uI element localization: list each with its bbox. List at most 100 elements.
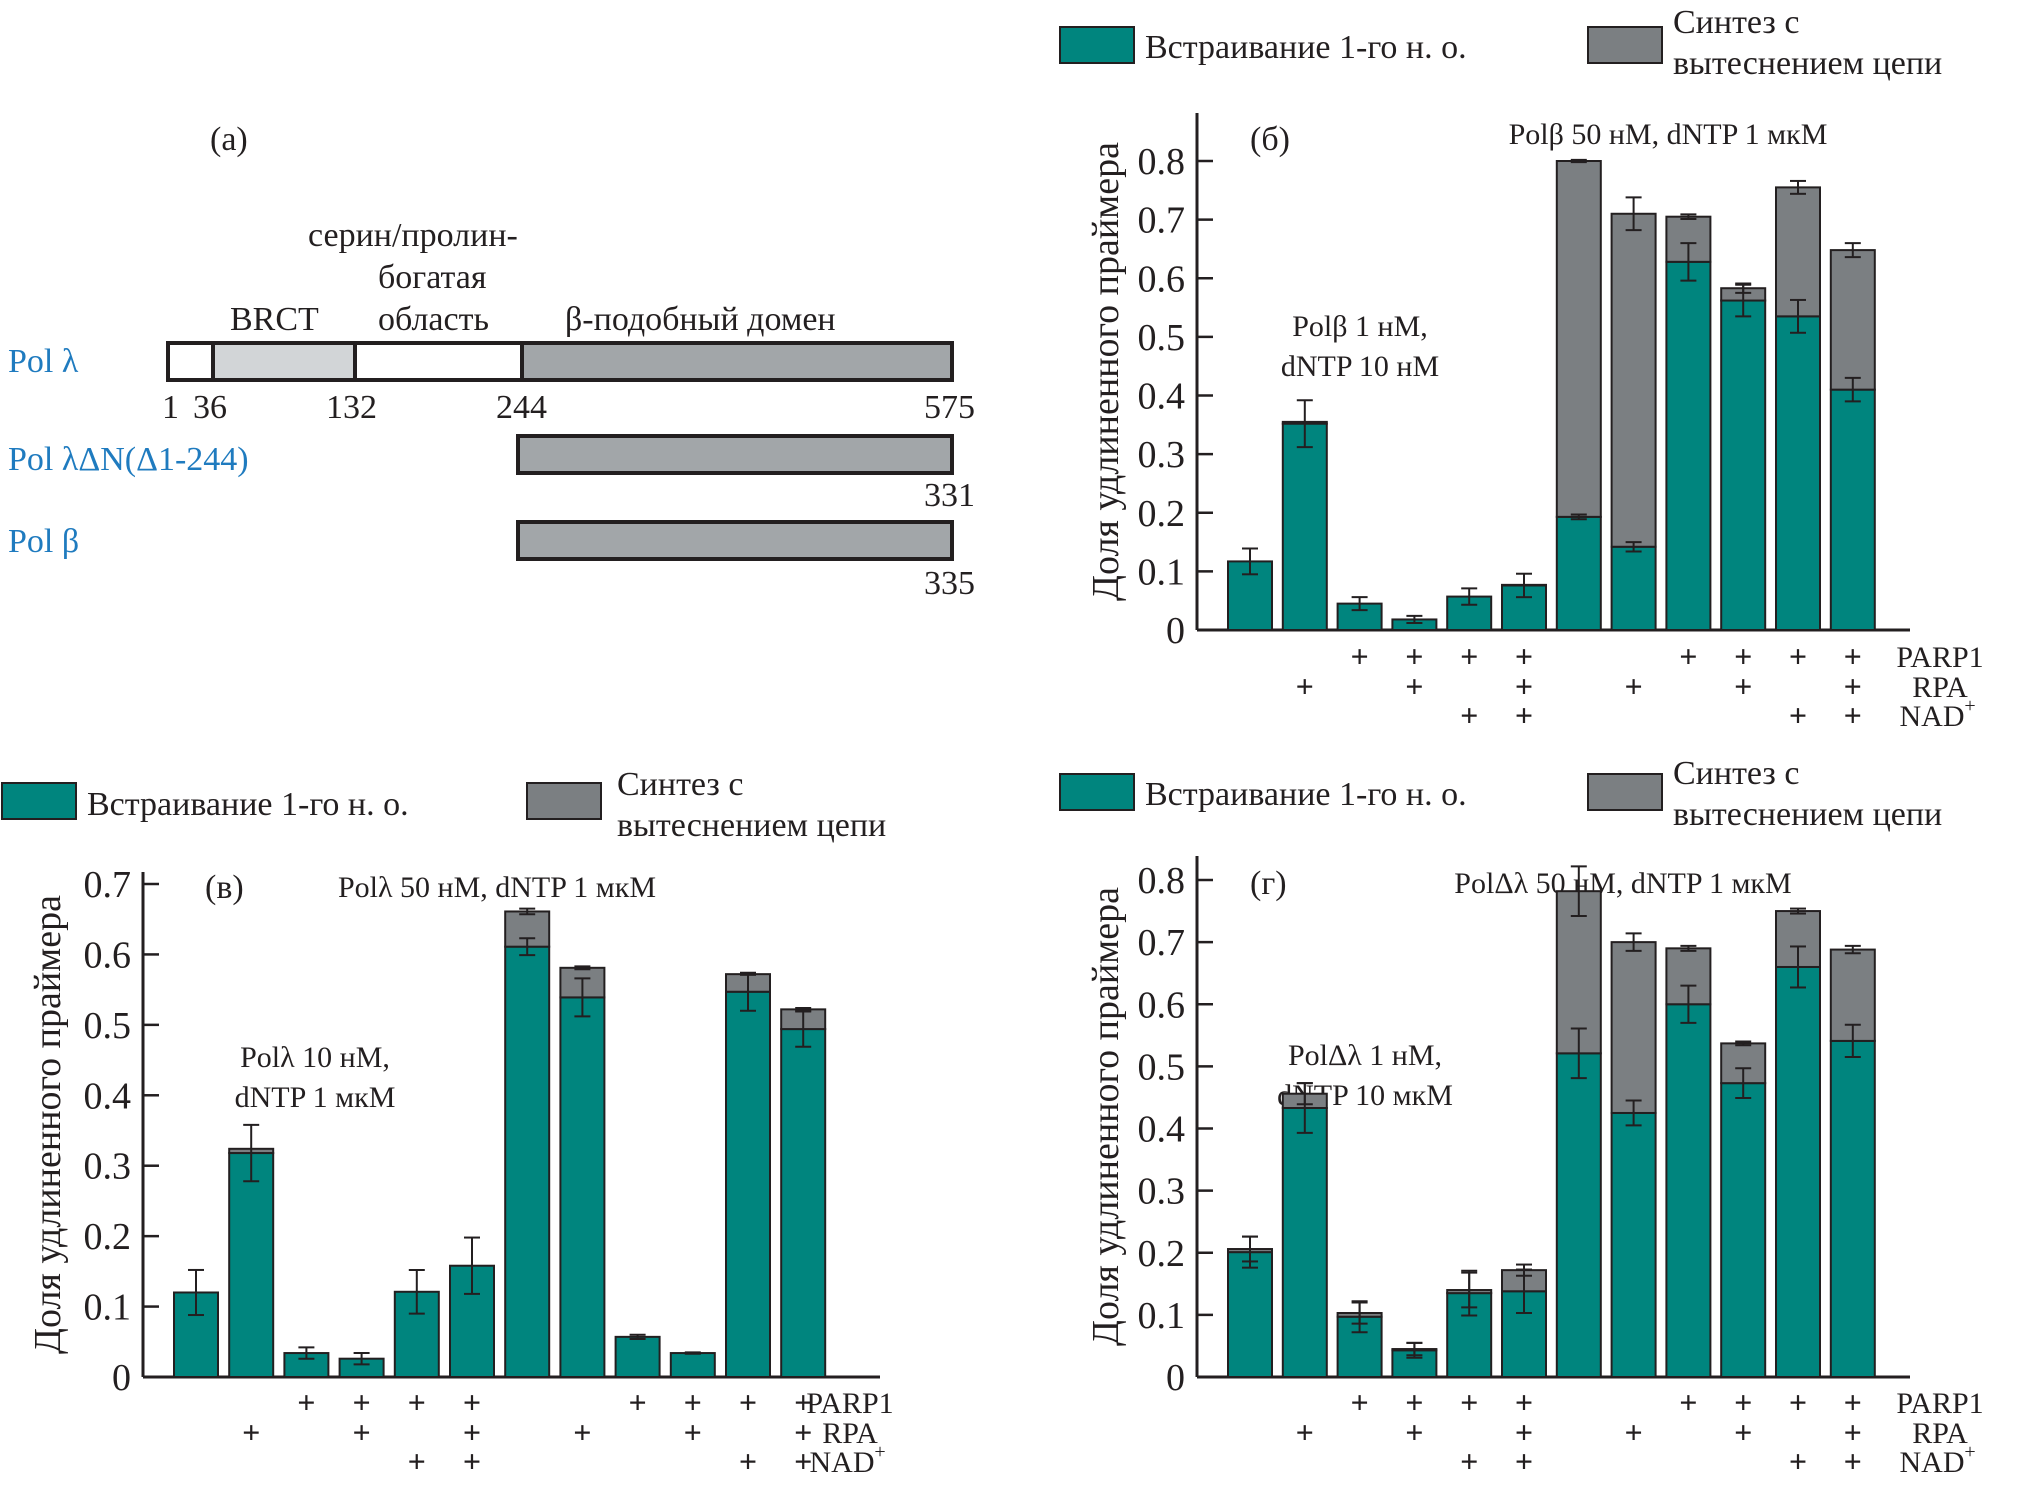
pol-beta-bar <box>516 520 954 561</box>
annotation-high-conc: PolΔλ 50 нМ, dNTP 1 мкМ <box>1454 867 1791 900</box>
region-label-ser-pro-1: серин/пролин- <box>308 217 518 254</box>
bar-displacement-7 <box>1555 160 1602 518</box>
legend-b: Встраивание 1-го н. о. Синтез с вытеснен… <box>1059 4 1942 82</box>
condition-plus-parp1: + <box>408 1384 426 1420</box>
condition-plus-parp1: + <box>1405 638 1423 674</box>
condition-plus-nad: + <box>1844 1443 1862 1479</box>
y-tick-label: 0 <box>112 1357 131 1399</box>
legend-v: Встраивание 1-го н. о. Синтез с вытеснен… <box>1 766 886 844</box>
y-tick-label: 0.6 <box>1138 984 1186 1026</box>
bar-incorporation-9 <box>1665 260 1712 631</box>
condition-label-rpa: RPA <box>1912 671 1968 704</box>
condition-plus-nad: + <box>794 1443 812 1479</box>
condition-plus-rpa: + <box>1844 1414 1862 1450</box>
legend-label-displacement-1: Синтез с <box>1673 755 1799 792</box>
bar-incorporation-10 <box>669 1352 716 1379</box>
condition-plus-rpa: + <box>794 1414 812 1450</box>
condition-plus-rpa: + <box>1515 1414 1533 1450</box>
y-tick-label: 0.6 <box>1138 258 1186 300</box>
y-tick-label: 0.1 <box>84 1287 132 1329</box>
y-tick-label: 0 <box>1166 610 1185 652</box>
condition-plus-parp1: + <box>297 1384 315 1420</box>
bar-displacement-8 <box>1610 212 1657 548</box>
bar-incorporation-10 <box>1720 299 1767 631</box>
segment-brct <box>211 341 357 382</box>
protein-label-pol-lambda-dn: Pol λΔN(Δ1-244) <box>8 441 249 478</box>
y-tick-label: 0.4 <box>1138 376 1186 418</box>
bar-incorporation-12 <box>780 1028 827 1379</box>
annotation-high-conc: Polλ 50 нМ, dNTP 1 мкМ <box>338 871 656 904</box>
y-tick-label: 0.1 <box>1138 551 1186 593</box>
condition-plus-parp1: + <box>1844 1384 1862 1420</box>
condition-plus-nad: + <box>1515 697 1533 733</box>
tick-label-244: 244 <box>496 389 547 426</box>
condition-plus-nad: + <box>1789 697 1807 733</box>
condition-plus-parp1: + <box>1515 1384 1533 1420</box>
legend-label-incorporation: Встраивание 1-го н. о. <box>1145 776 1467 813</box>
legend-label-incorporation: Встраивание 1-го н. о. <box>1145 29 1467 66</box>
bar-incorporation-12 <box>1829 388 1876 632</box>
y-tick-label: 0.5 <box>1138 317 1186 359</box>
region-label-ser-pro-2: богатая <box>378 259 487 296</box>
condition-plus-parp1: + <box>1679 1384 1697 1420</box>
condition-plus-rpa: + <box>684 1414 702 1450</box>
bar-incorporation-7 <box>1555 1052 1602 1378</box>
bar-displacement-11 <box>1775 186 1821 318</box>
bar-incorporation-9 <box>614 1335 661 1378</box>
annotation-high-conc: Polβ 50 нМ, dNTP 1 мкМ <box>1509 118 1828 151</box>
panel-a-label: (а) <box>210 121 248 158</box>
legend-g: Встраивание 1-го н. о. Синтез с вытеснен… <box>1059 755 1942 833</box>
legend-swatch-displacement <box>1587 26 1663 64</box>
condition-plus-nad: + <box>1789 1443 1807 1479</box>
condition-plus-rpa: + <box>1515 668 1533 704</box>
bar-incorporation-11 <box>725 990 771 1379</box>
condition-plus-nad: + <box>463 1443 481 1479</box>
chart-panel-g: 0 0.1 0.2 0.3 0.4 0.5 0.6 0.7 0.8 Доля удлиненног… <box>1085 856 1984 1479</box>
length-label-335: 335 <box>924 565 975 602</box>
condition-plus-rpa: + <box>1624 1414 1642 1450</box>
y-tick-label: 0.2 <box>1138 493 1186 535</box>
condition-plus-parp1: + <box>1350 638 1368 674</box>
condition-label-rpa: RPA <box>822 1417 878 1450</box>
bar-incorporation-2 <box>1281 1106 1328 1379</box>
condition-plus-rpa: + <box>1624 668 1642 704</box>
legend-label-displacement-2: вытеснением цепи <box>1673 45 1942 82</box>
condition-plus-parp1: + <box>1844 638 1862 674</box>
annotation-low-conc-line2: dNTP 1 мкМ <box>235 1081 396 1114</box>
condition-plus-parp1: + <box>794 1384 812 1420</box>
condition-plus-parp1: + <box>1460 638 1478 674</box>
y-tick-label: 0.2 <box>84 1216 132 1258</box>
y-tick-label: 0.8 <box>1138 141 1186 183</box>
region-label-brct: BRCT <box>230 301 319 338</box>
bar-incorporation-10 <box>1720 1082 1767 1379</box>
condition-label-parp1: PARP1 <box>1896 641 1983 674</box>
condition-plus-parp1: + <box>352 1384 370 1420</box>
bar-incorporation-1 <box>1227 1251 1273 1379</box>
y-tick-label: 0.5 <box>84 1005 132 1047</box>
chart-panel-v: 0 0.1 0.2 0.3 0.4 0.5 0.6 0.7 Доля удлиненного п… <box>27 864 894 1479</box>
condition-plus-parp1: + <box>739 1384 757 1420</box>
condition-label-nad-superscript: + <box>874 1441 885 1463</box>
condition-plus-nad: + <box>1460 697 1478 733</box>
bar-displacement-12 <box>1829 948 1876 1042</box>
annotation-low-conc-line2: dNTP 10 нМ <box>1281 350 1439 383</box>
bar-incorporation-12 <box>1829 1039 1876 1379</box>
legend-swatch-incorporation <box>1059 26 1135 64</box>
bar-incorporation-7 <box>504 945 551 1379</box>
bar-incorporation-2 <box>228 1152 275 1378</box>
bar-incorporation-7 <box>1555 515 1602 632</box>
y-tick-label: 0 <box>1166 1357 1185 1399</box>
protein-label-pol-beta: Pol β <box>8 523 79 560</box>
bar-incorporation-8 <box>1610 1111 1657 1378</box>
bar-displacement-8 <box>1610 941 1657 1114</box>
length-label-331: 331 <box>924 477 975 514</box>
pol-lambda-dn-bar <box>516 434 954 475</box>
condition-plus-parp1: + <box>463 1384 481 1420</box>
segment-beta-like <box>520 341 954 382</box>
condition-plus-parp1: + <box>1405 1384 1423 1420</box>
bar-incorporation-8 <box>1610 545 1657 631</box>
y-axis-label: Доля удлиненного праймера <box>27 895 69 1354</box>
region-label-beta-like: β-подобный домен <box>565 301 836 338</box>
condition-plus-parp1: + <box>1460 1384 1478 1420</box>
legend-swatch-incorporation <box>1 782 77 820</box>
